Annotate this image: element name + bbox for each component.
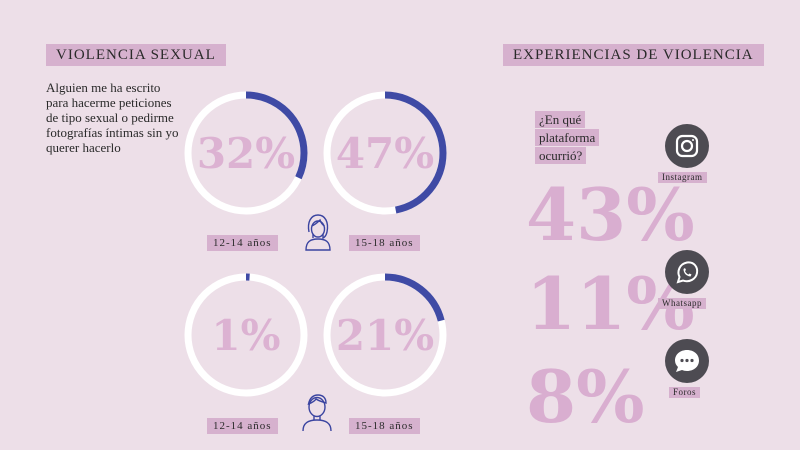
ring-progress (184, 273, 308, 397)
donut-ring: 47% (320, 88, 450, 218)
platform-label: Foros (669, 387, 701, 398)
platform-label: Instagram (658, 172, 707, 183)
platform-question-line: ¿En qué (535, 111, 586, 128)
ring-percent: 1% (211, 310, 281, 360)
ring-progress (323, 91, 447, 215)
age-label: 12-14 años (207, 418, 278, 434)
ring-progress (184, 91, 308, 215)
platform-percent: 43% (526, 172, 695, 257)
instagram-icon (665, 124, 709, 168)
donut-ring: 1% (181, 270, 311, 400)
platform-question-line: plataforma (535, 129, 600, 146)
question-text: Alguien me ha escrito para hacerme petic… (46, 80, 179, 155)
whatsapp-icon (665, 250, 709, 294)
chat-bubble-icon (665, 339, 709, 383)
section-title-right: EXPERIENCIAS DE VIOLENCIA (503, 44, 764, 66)
section-title-left: VIOLENCIA SEXUAL (46, 44, 226, 66)
ring-progress (323, 273, 447, 397)
boy-icon (300, 392, 334, 436)
donut-ring: 32% (181, 88, 311, 218)
donut-ring: 21% (320, 270, 450, 400)
girl-icon (298, 210, 338, 256)
age-label: 12-14 años (207, 235, 278, 251)
age-label: 15-18 años (349, 235, 420, 251)
ring-percent: 21% (335, 310, 435, 360)
platform-question-line: ocurrió? (535, 147, 587, 164)
platform-label: Whatsapp (658, 298, 706, 309)
ring-percent: 47% (335, 128, 435, 178)
platform-percent: 8% (526, 354, 645, 439)
age-label: 15-18 años (349, 418, 420, 434)
ring-percent: 32% (196, 128, 296, 178)
